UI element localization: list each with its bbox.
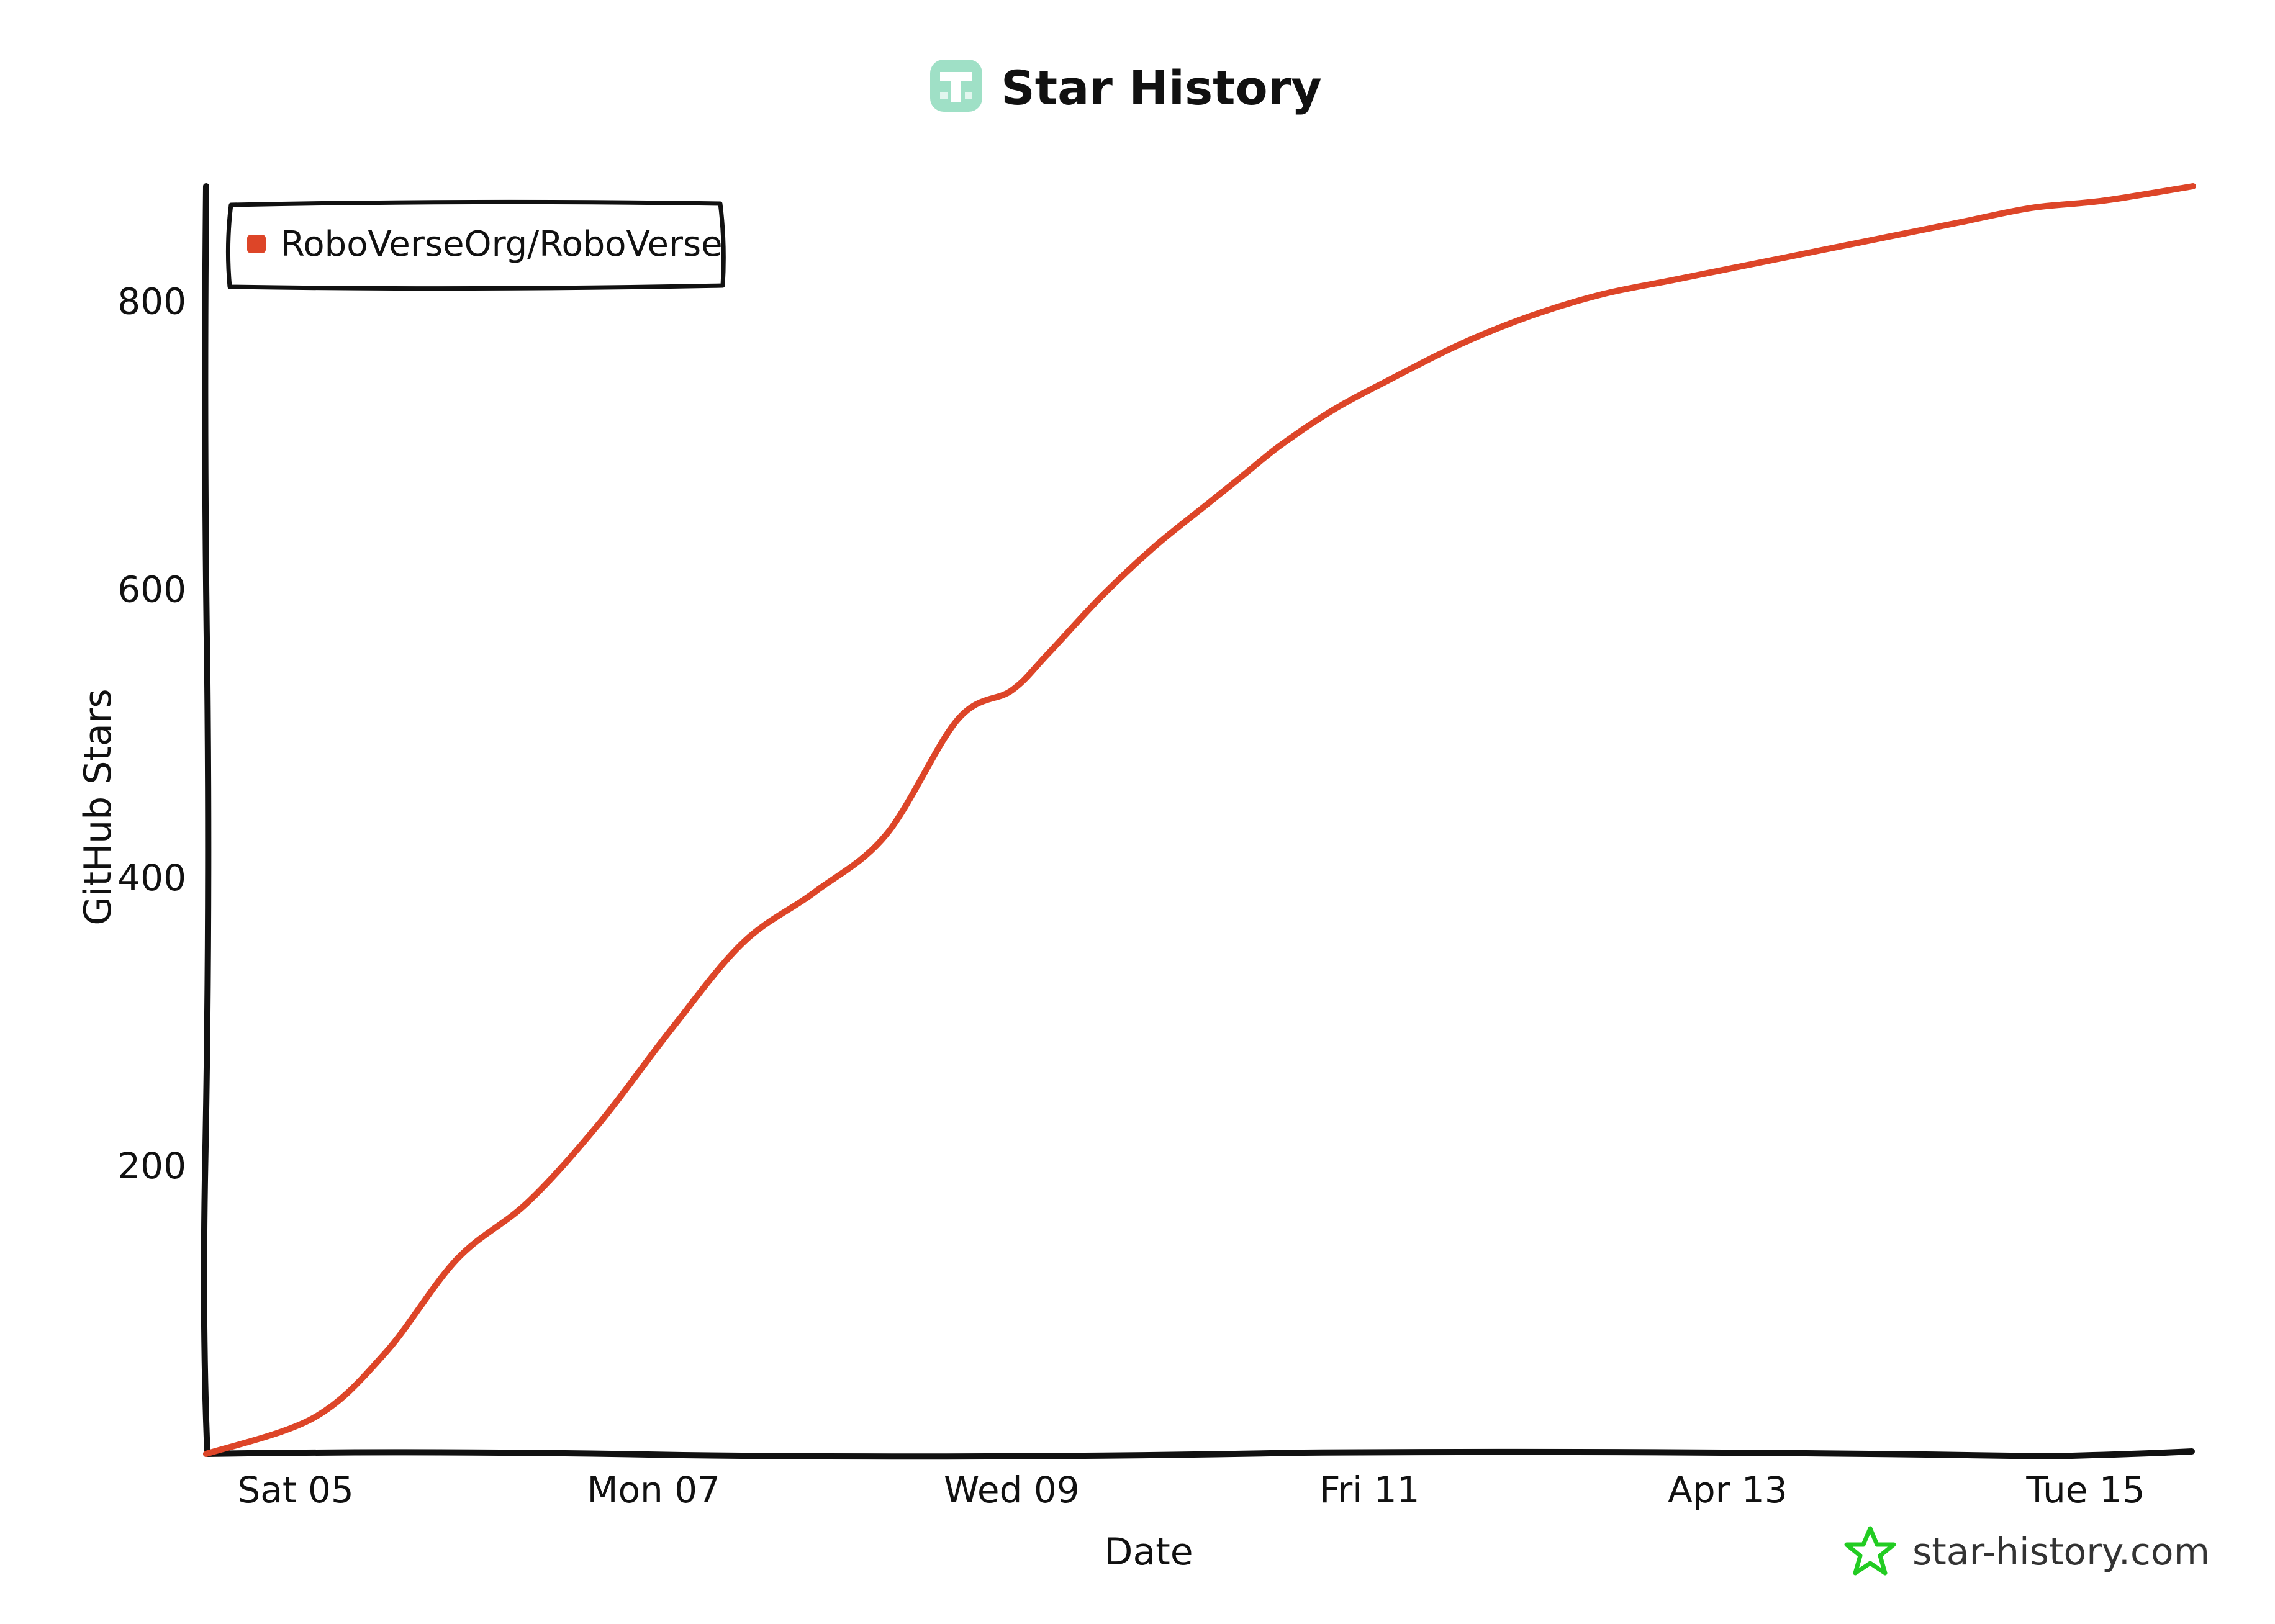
y-tick-label: 800 bbox=[117, 281, 186, 323]
y-tick-label: 400 bbox=[117, 857, 186, 899]
x-axis-line bbox=[203, 1448, 2195, 1460]
y-tick-label: 600 bbox=[117, 569, 186, 611]
y-axis-ticks: 200 400 600 800 bbox=[117, 281, 186, 1187]
star-history-logo-icon bbox=[930, 60, 982, 112]
x-tick-label: Sat 05 bbox=[237, 1469, 353, 1511]
legend: RoboVerseOrg/RoboVerse bbox=[225, 199, 726, 291]
y-axis-label: GitHub Stars bbox=[76, 688, 120, 925]
legend-label: RoboVerseOrg/RoboVerse bbox=[281, 224, 723, 264]
watermark: star-history.com bbox=[1844, 1526, 2210, 1576]
x-tick-label: Wed 09 bbox=[944, 1469, 1080, 1511]
legend-swatch bbox=[247, 235, 266, 253]
y-axis-line bbox=[201, 183, 212, 1457]
x-tick-label: Tue 15 bbox=[2025, 1469, 2145, 1511]
y-tick-label: 200 bbox=[117, 1145, 186, 1187]
axes bbox=[201, 183, 2195, 1460]
x-tick-label: Mon 07 bbox=[587, 1469, 720, 1511]
chart-title: Star History bbox=[1001, 60, 1322, 115]
series-layer bbox=[203, 183, 2196, 1457]
x-tick-label: Fri 11 bbox=[1319, 1469, 1419, 1511]
series-line-0 bbox=[203, 183, 2196, 1457]
watermark-text: star-history.com bbox=[1912, 1530, 2210, 1574]
legend-box bbox=[225, 199, 726, 291]
x-axis-label: Date bbox=[1104, 1530, 1193, 1574]
chart-header: Star History bbox=[930, 60, 1322, 115]
x-tick-label: Apr 13 bbox=[1668, 1469, 1788, 1511]
star-outline-icon bbox=[1844, 1526, 1896, 1576]
x-axis-ticks: Sat 05 Mon 07 Wed 09 Fri 11 Apr 13 Tue 15 bbox=[237, 1469, 2145, 1511]
